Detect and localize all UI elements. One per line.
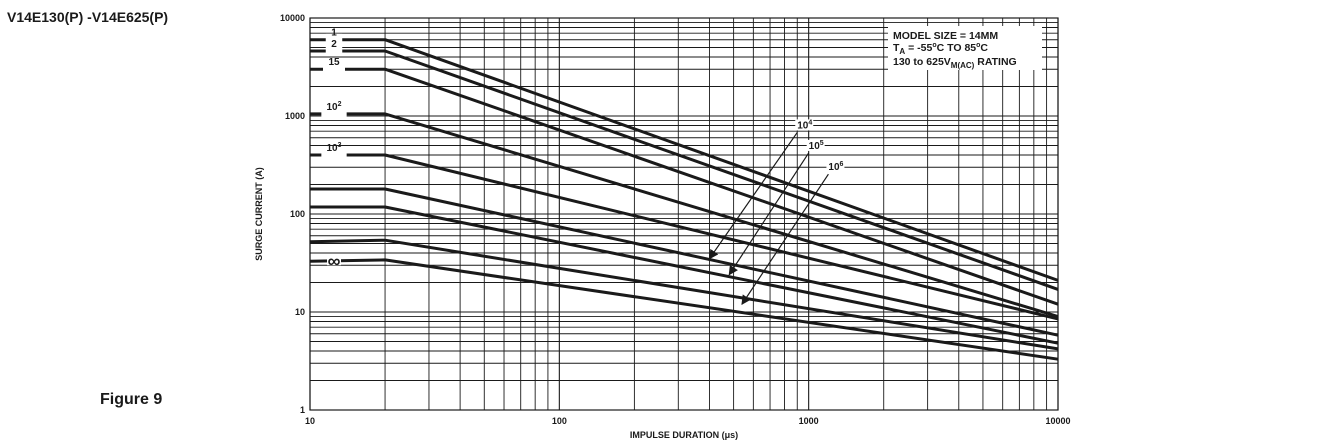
y-tick-label: 1000 bbox=[285, 111, 305, 121]
x-tick-label: 10 bbox=[305, 416, 315, 426]
x-tick-label: 1000 bbox=[799, 416, 819, 426]
x-axis-title: IMPULSE DURATION (μs) bbox=[630, 430, 738, 440]
series-label: 15 bbox=[328, 57, 340, 68]
series-line-8 bbox=[309, 238, 1059, 351]
series-label-bg bbox=[325, 33, 343, 44]
y-tick-label: 10 bbox=[295, 307, 305, 317]
annotation-arrow bbox=[708, 132, 798, 260]
chart-annotations: 104 105 106 bbox=[708, 119, 845, 306]
figure-label: Figure 9 bbox=[100, 391, 163, 408]
chart-series bbox=[309, 38, 1059, 361]
annotation-arrow bbox=[728, 152, 810, 276]
info-box: MODEL SIZE = 14MM TA = -55oC TO 85oC 130… bbox=[888, 26, 1042, 70]
info-box-temperature: TA = -55oC TO 85oC bbox=[893, 42, 988, 56]
series-label: ∞ bbox=[328, 251, 341, 271]
annotation-label-bg bbox=[826, 161, 845, 173]
x-tick-label: 10000 bbox=[1045, 416, 1070, 426]
series-label: 2 bbox=[331, 39, 337, 50]
y-tick-label: 1 bbox=[300, 405, 305, 415]
part-number-title: V14E130(P) -V14E625(P) bbox=[7, 9, 169, 25]
series-label-bg bbox=[325, 45, 343, 56]
annotation-label: 105 bbox=[809, 140, 824, 152]
series-label-bg bbox=[321, 107, 347, 118]
series-line-6 bbox=[310, 187, 1059, 337]
series-label-bg bbox=[327, 255, 341, 266]
chart-series-labels: 12 15 102 103 ∞ bbox=[321, 28, 347, 271]
y-tick-label: 10000 bbox=[280, 13, 305, 23]
series-label: 102 bbox=[326, 101, 341, 113]
series-line-5 bbox=[310, 153, 1059, 321]
annotation-label: 104 bbox=[797, 119, 812, 131]
series-label-bg bbox=[323, 63, 345, 74]
annotation-label: 106 bbox=[828, 161, 843, 173]
series-label: 103 bbox=[326, 142, 341, 154]
series-label-bg bbox=[321, 148, 347, 159]
info-box-model-size: MODEL SIZE = 14MM bbox=[893, 30, 998, 42]
annotation-label-bg bbox=[795, 119, 814, 131]
series-line-1 bbox=[310, 38, 1059, 282]
plot-frame bbox=[309, 17, 1059, 411]
series-line-7 bbox=[310, 205, 1059, 345]
info-box-voltage-rating: 130 to 625VM(AC) RATING bbox=[893, 56, 1017, 70]
y-tick-label: 100 bbox=[290, 209, 305, 219]
x-tick-label: 100 bbox=[552, 416, 567, 426]
series-label: 1 bbox=[331, 28, 337, 39]
y-axis-title: SURGE CURRENT (A) bbox=[254, 167, 264, 261]
annotation-arrow bbox=[741, 173, 829, 306]
annotation-label-bg bbox=[806, 139, 825, 151]
